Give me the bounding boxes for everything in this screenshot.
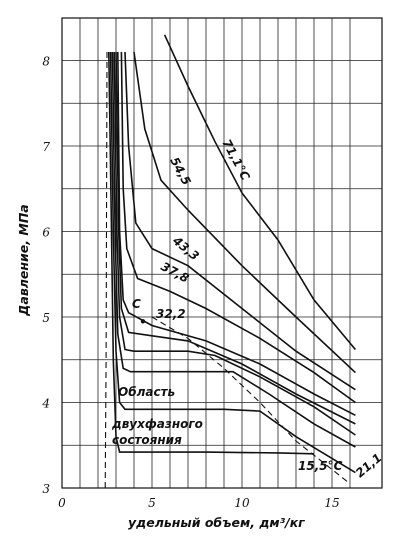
isotherm-line-5 <box>117 51 356 417</box>
grid <box>62 18 382 488</box>
two-phase-region-label: Область двухфазного состояния <box>111 385 203 447</box>
label-15-5: 15,5°C <box>298 459 343 473</box>
isotherm-line-0 <box>108 51 315 455</box>
plot-frame <box>61 17 383 489</box>
x-tick-label: 5 <box>148 496 156 510</box>
y-tick-label: 8 <box>42 55 50 69</box>
saturation-line-liquid <box>104 51 108 489</box>
isotherm-line-3 <box>113 51 356 436</box>
label-37-8: 37,8 <box>159 259 192 285</box>
region-label-line-2: двухфазного <box>111 417 203 431</box>
y-tick-label: 6 <box>42 226 50 240</box>
isotherm-line-7 <box>124 51 356 391</box>
y-tick-label: 4 <box>41 397 50 411</box>
y-axis-title: Давление, МПа <box>16 204 31 316</box>
label-54-5: 54,5 <box>167 155 193 188</box>
critical-point-label: С <box>132 297 141 311</box>
isotherm-line-8 <box>133 51 356 374</box>
critical-point-marker <box>140 319 146 324</box>
x-tick-labels: 0 5 10 15 <box>58 496 339 510</box>
isotherm-line-1 <box>109 51 356 474</box>
isotherm-line-4 <box>115 51 356 425</box>
x-tick-label: 15 <box>324 496 339 510</box>
y-tick-labels: 3 4 5 6 7 8 <box>41 55 50 497</box>
region-label-line-1: Область <box>118 385 175 399</box>
x-axis-title: удельный объем, дм³/кг <box>128 515 305 530</box>
isotherm-line-2 <box>111 51 356 448</box>
isotherm-line-9 <box>163 34 357 351</box>
isotherm-line-6 <box>120 51 356 404</box>
isotherms <box>108 34 357 474</box>
label-21-1: 21,1 <box>353 451 385 481</box>
y-tick-label: 5 <box>42 311 50 325</box>
x-tick-label: 0 <box>58 496 66 510</box>
y-tick-label: 7 <box>42 140 50 154</box>
x-tick-label: 10 <box>234 496 250 510</box>
saturation-dome <box>104 51 351 489</box>
region-label-line-3: состояния <box>112 433 182 447</box>
saturation-line-vapor <box>151 316 351 485</box>
y-tick-label: 3 <box>42 482 50 496</box>
label-32-2: 32,2 <box>156 307 186 321</box>
